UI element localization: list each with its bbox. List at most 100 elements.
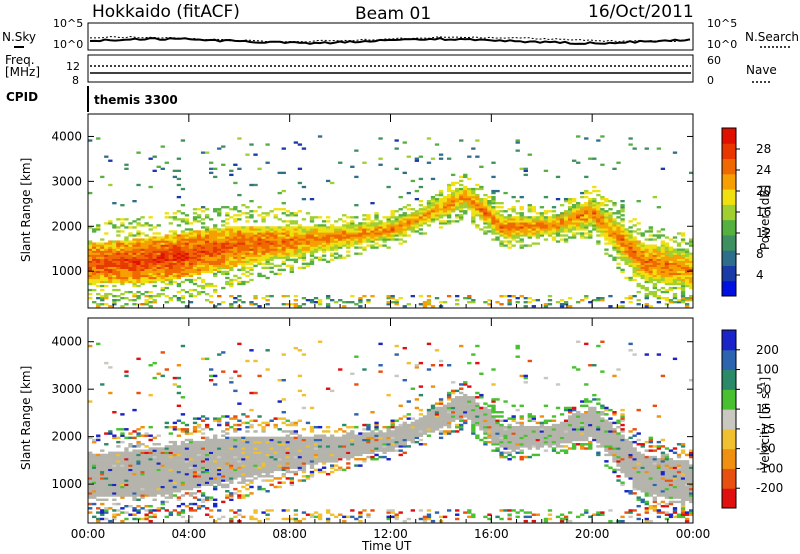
power-cell xyxy=(289,242,294,245)
velocity-cell xyxy=(96,475,101,478)
velocity-cell xyxy=(245,443,250,446)
power-cell xyxy=(394,224,399,227)
velocity-cell xyxy=(124,477,129,480)
power-cell xyxy=(366,214,371,217)
power-cell xyxy=(612,238,617,241)
power-cell xyxy=(563,214,569,217)
velocity-cell xyxy=(160,492,165,495)
power-cell xyxy=(366,236,371,239)
power-cell xyxy=(152,244,157,247)
power-cell xyxy=(317,299,323,302)
velocity-cell xyxy=(136,453,141,457)
power-cell xyxy=(213,266,218,270)
power-cell xyxy=(628,246,633,249)
power-cell xyxy=(684,250,690,253)
velocity-cell xyxy=(233,515,238,519)
power-cell xyxy=(519,240,524,243)
power-cell xyxy=(632,270,637,274)
velocity-cell xyxy=(233,438,238,442)
power-cell xyxy=(576,212,581,215)
power-cell xyxy=(317,303,323,306)
power-cell xyxy=(382,228,387,231)
velocity-cell xyxy=(196,445,202,448)
power-cell xyxy=(188,292,194,296)
velocity-cell xyxy=(229,475,234,478)
power-cell xyxy=(632,278,637,282)
power-cell xyxy=(309,240,315,243)
power-cell xyxy=(358,296,363,300)
velocity-cell xyxy=(257,423,262,427)
power-cell xyxy=(184,254,190,257)
velocity-cell xyxy=(148,470,153,474)
power-cell xyxy=(446,195,452,199)
velocity-cell xyxy=(180,509,186,512)
power-cell xyxy=(188,250,194,253)
power-cell xyxy=(168,240,173,243)
power-cell xyxy=(213,250,218,253)
velocity-cell xyxy=(289,440,294,444)
power-cell xyxy=(608,240,613,243)
velocity-cell xyxy=(249,391,254,395)
velocity-cell xyxy=(160,462,165,465)
power-cell xyxy=(640,276,645,280)
power-cell xyxy=(229,232,234,235)
power-cell xyxy=(164,272,169,276)
power-cell xyxy=(672,252,678,255)
velocity-cell xyxy=(217,466,222,469)
velocity-cell xyxy=(152,515,157,519)
power-colorbar-tick-label: 24 xyxy=(756,163,771,177)
velocity-cell xyxy=(100,479,105,482)
power-cell xyxy=(132,274,137,278)
power-cell xyxy=(265,246,270,249)
power-cell xyxy=(112,240,117,243)
power-cell xyxy=(241,250,246,253)
power-cell xyxy=(192,268,198,272)
power-cell xyxy=(668,272,674,276)
velocity-cell xyxy=(176,391,182,395)
velocity-cell xyxy=(249,464,254,467)
power-cell xyxy=(547,303,553,306)
freq-tick-12: 12 xyxy=(66,60,80,73)
power-cell xyxy=(616,222,621,225)
power-cell xyxy=(265,232,270,235)
power-cell xyxy=(535,236,541,239)
power-cell xyxy=(664,303,670,306)
velocity-cell xyxy=(96,511,101,514)
power-cell xyxy=(334,232,339,235)
power-cell xyxy=(350,224,355,227)
power-cell xyxy=(652,264,657,267)
power-cell xyxy=(301,256,307,259)
power-cell xyxy=(572,212,577,215)
velocity-cell xyxy=(128,513,133,516)
power-cell xyxy=(596,218,601,221)
velocity-cell xyxy=(245,425,250,429)
power-cell xyxy=(225,260,230,263)
velocity-cell xyxy=(124,466,129,469)
power-cell xyxy=(374,218,379,221)
power-cell xyxy=(180,187,186,191)
power-cell xyxy=(668,266,674,270)
velocity-cell xyxy=(281,451,286,455)
power-cell xyxy=(608,212,613,215)
velocity-cell xyxy=(285,464,290,467)
velocity-cell xyxy=(88,453,93,457)
velocity-cell xyxy=(277,428,282,431)
power-cell xyxy=(632,254,637,257)
power-cell xyxy=(378,232,383,235)
power-cell xyxy=(378,224,383,227)
power-cell xyxy=(608,232,613,235)
velocity-cell xyxy=(116,462,121,465)
power-cell xyxy=(451,199,456,203)
power-cell xyxy=(100,250,105,253)
power-cell xyxy=(503,218,508,221)
power-cell xyxy=(491,232,496,235)
power-cell xyxy=(277,256,282,259)
power-cell xyxy=(245,262,250,265)
velocity-cell xyxy=(144,449,149,452)
power-cell xyxy=(273,246,278,249)
velocity-cell xyxy=(132,509,137,512)
power-cell xyxy=(221,301,226,304)
velocity-cell xyxy=(221,447,226,450)
power-cell xyxy=(156,254,161,257)
power-cell xyxy=(108,254,113,257)
